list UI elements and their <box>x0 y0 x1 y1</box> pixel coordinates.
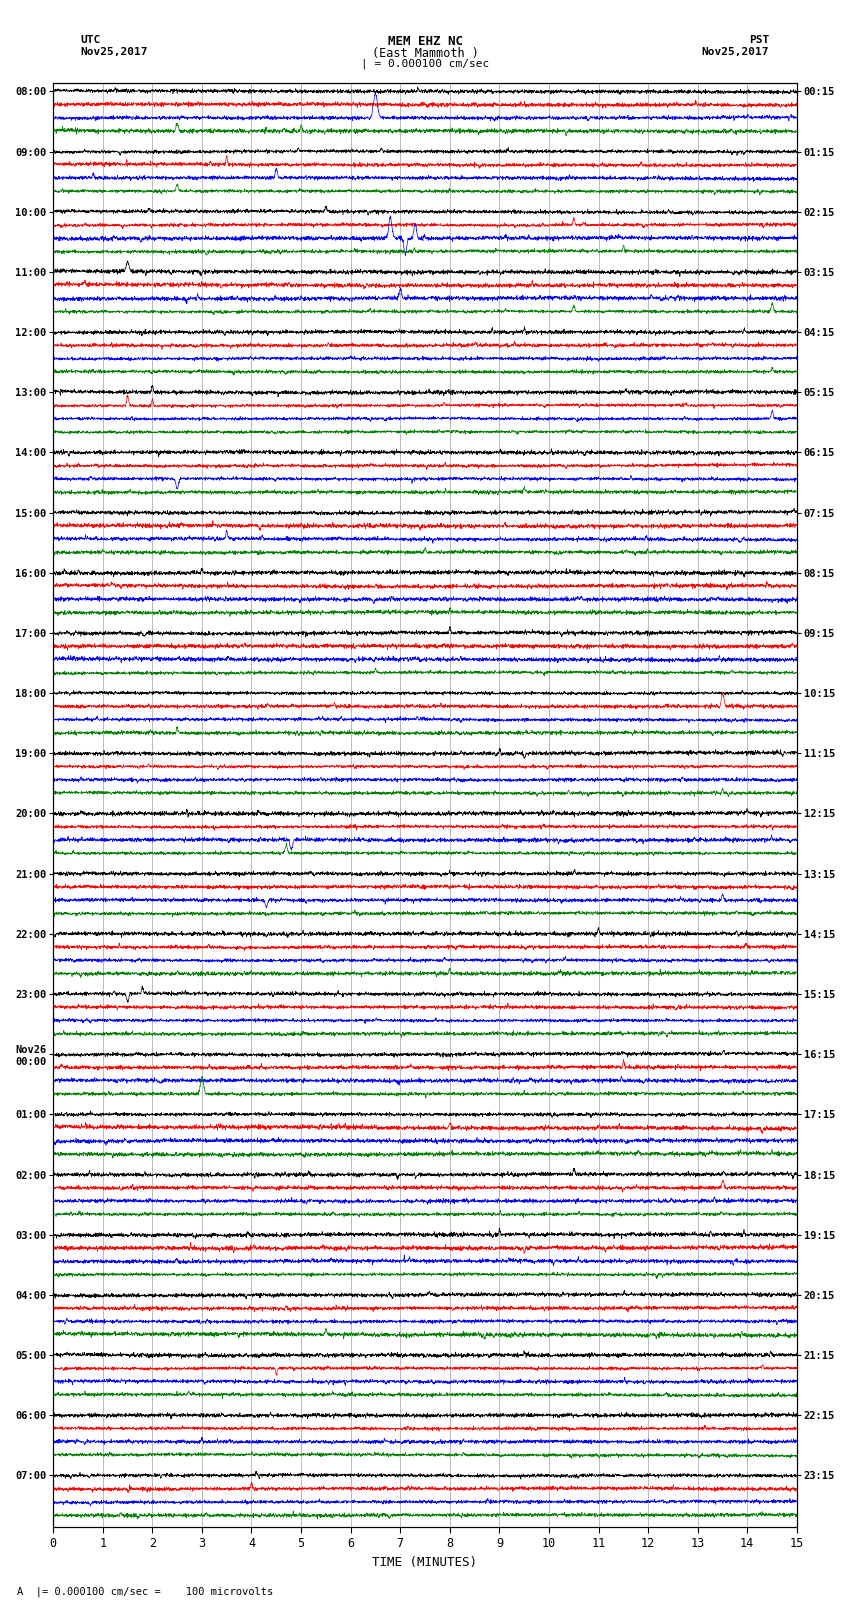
Text: A  |= 0.000100 cm/sec =    100 microvolts: A |= 0.000100 cm/sec = 100 microvolts <box>17 1586 273 1597</box>
Text: Nov25,2017: Nov25,2017 <box>702 47 769 56</box>
Text: | = 0.000100 cm/sec: | = 0.000100 cm/sec <box>361 58 489 69</box>
Text: UTC: UTC <box>81 35 101 45</box>
Text: Nov25,2017: Nov25,2017 <box>81 47 148 56</box>
X-axis label: TIME (MINUTES): TIME (MINUTES) <box>372 1557 478 1569</box>
Text: MEM EHZ NC: MEM EHZ NC <box>388 35 462 48</box>
Text: (East Mammoth ): (East Mammoth ) <box>371 47 479 60</box>
Text: PST: PST <box>749 35 769 45</box>
